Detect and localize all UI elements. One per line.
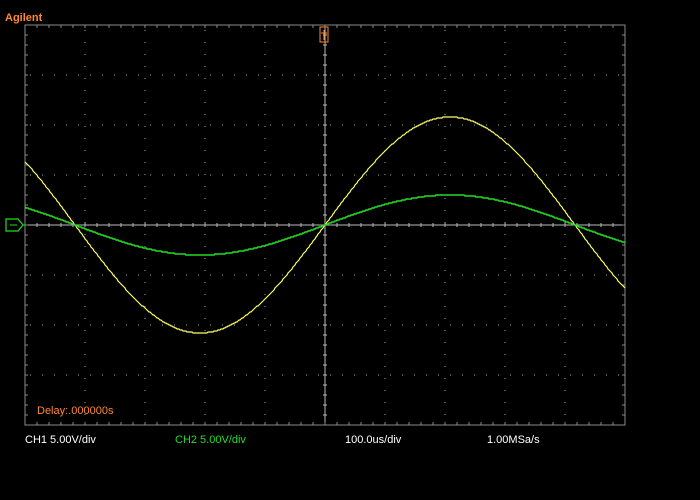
ch-ground-marker (5, 218, 26, 232)
timebase: 100.0us/div (345, 434, 402, 446)
sample-rate: 1.00MSa/s (487, 434, 540, 446)
ch1-scale: CH1 5.00V/div (25, 434, 96, 446)
brand: Agilent (5, 12, 43, 24)
trigger-marker (319, 26, 329, 43)
ch2-trace (24, 194, 626, 256)
delay-readout: Delay:.000000s (37, 405, 114, 417)
ch2-scale: CH2 5.00V/div (175, 434, 246, 446)
